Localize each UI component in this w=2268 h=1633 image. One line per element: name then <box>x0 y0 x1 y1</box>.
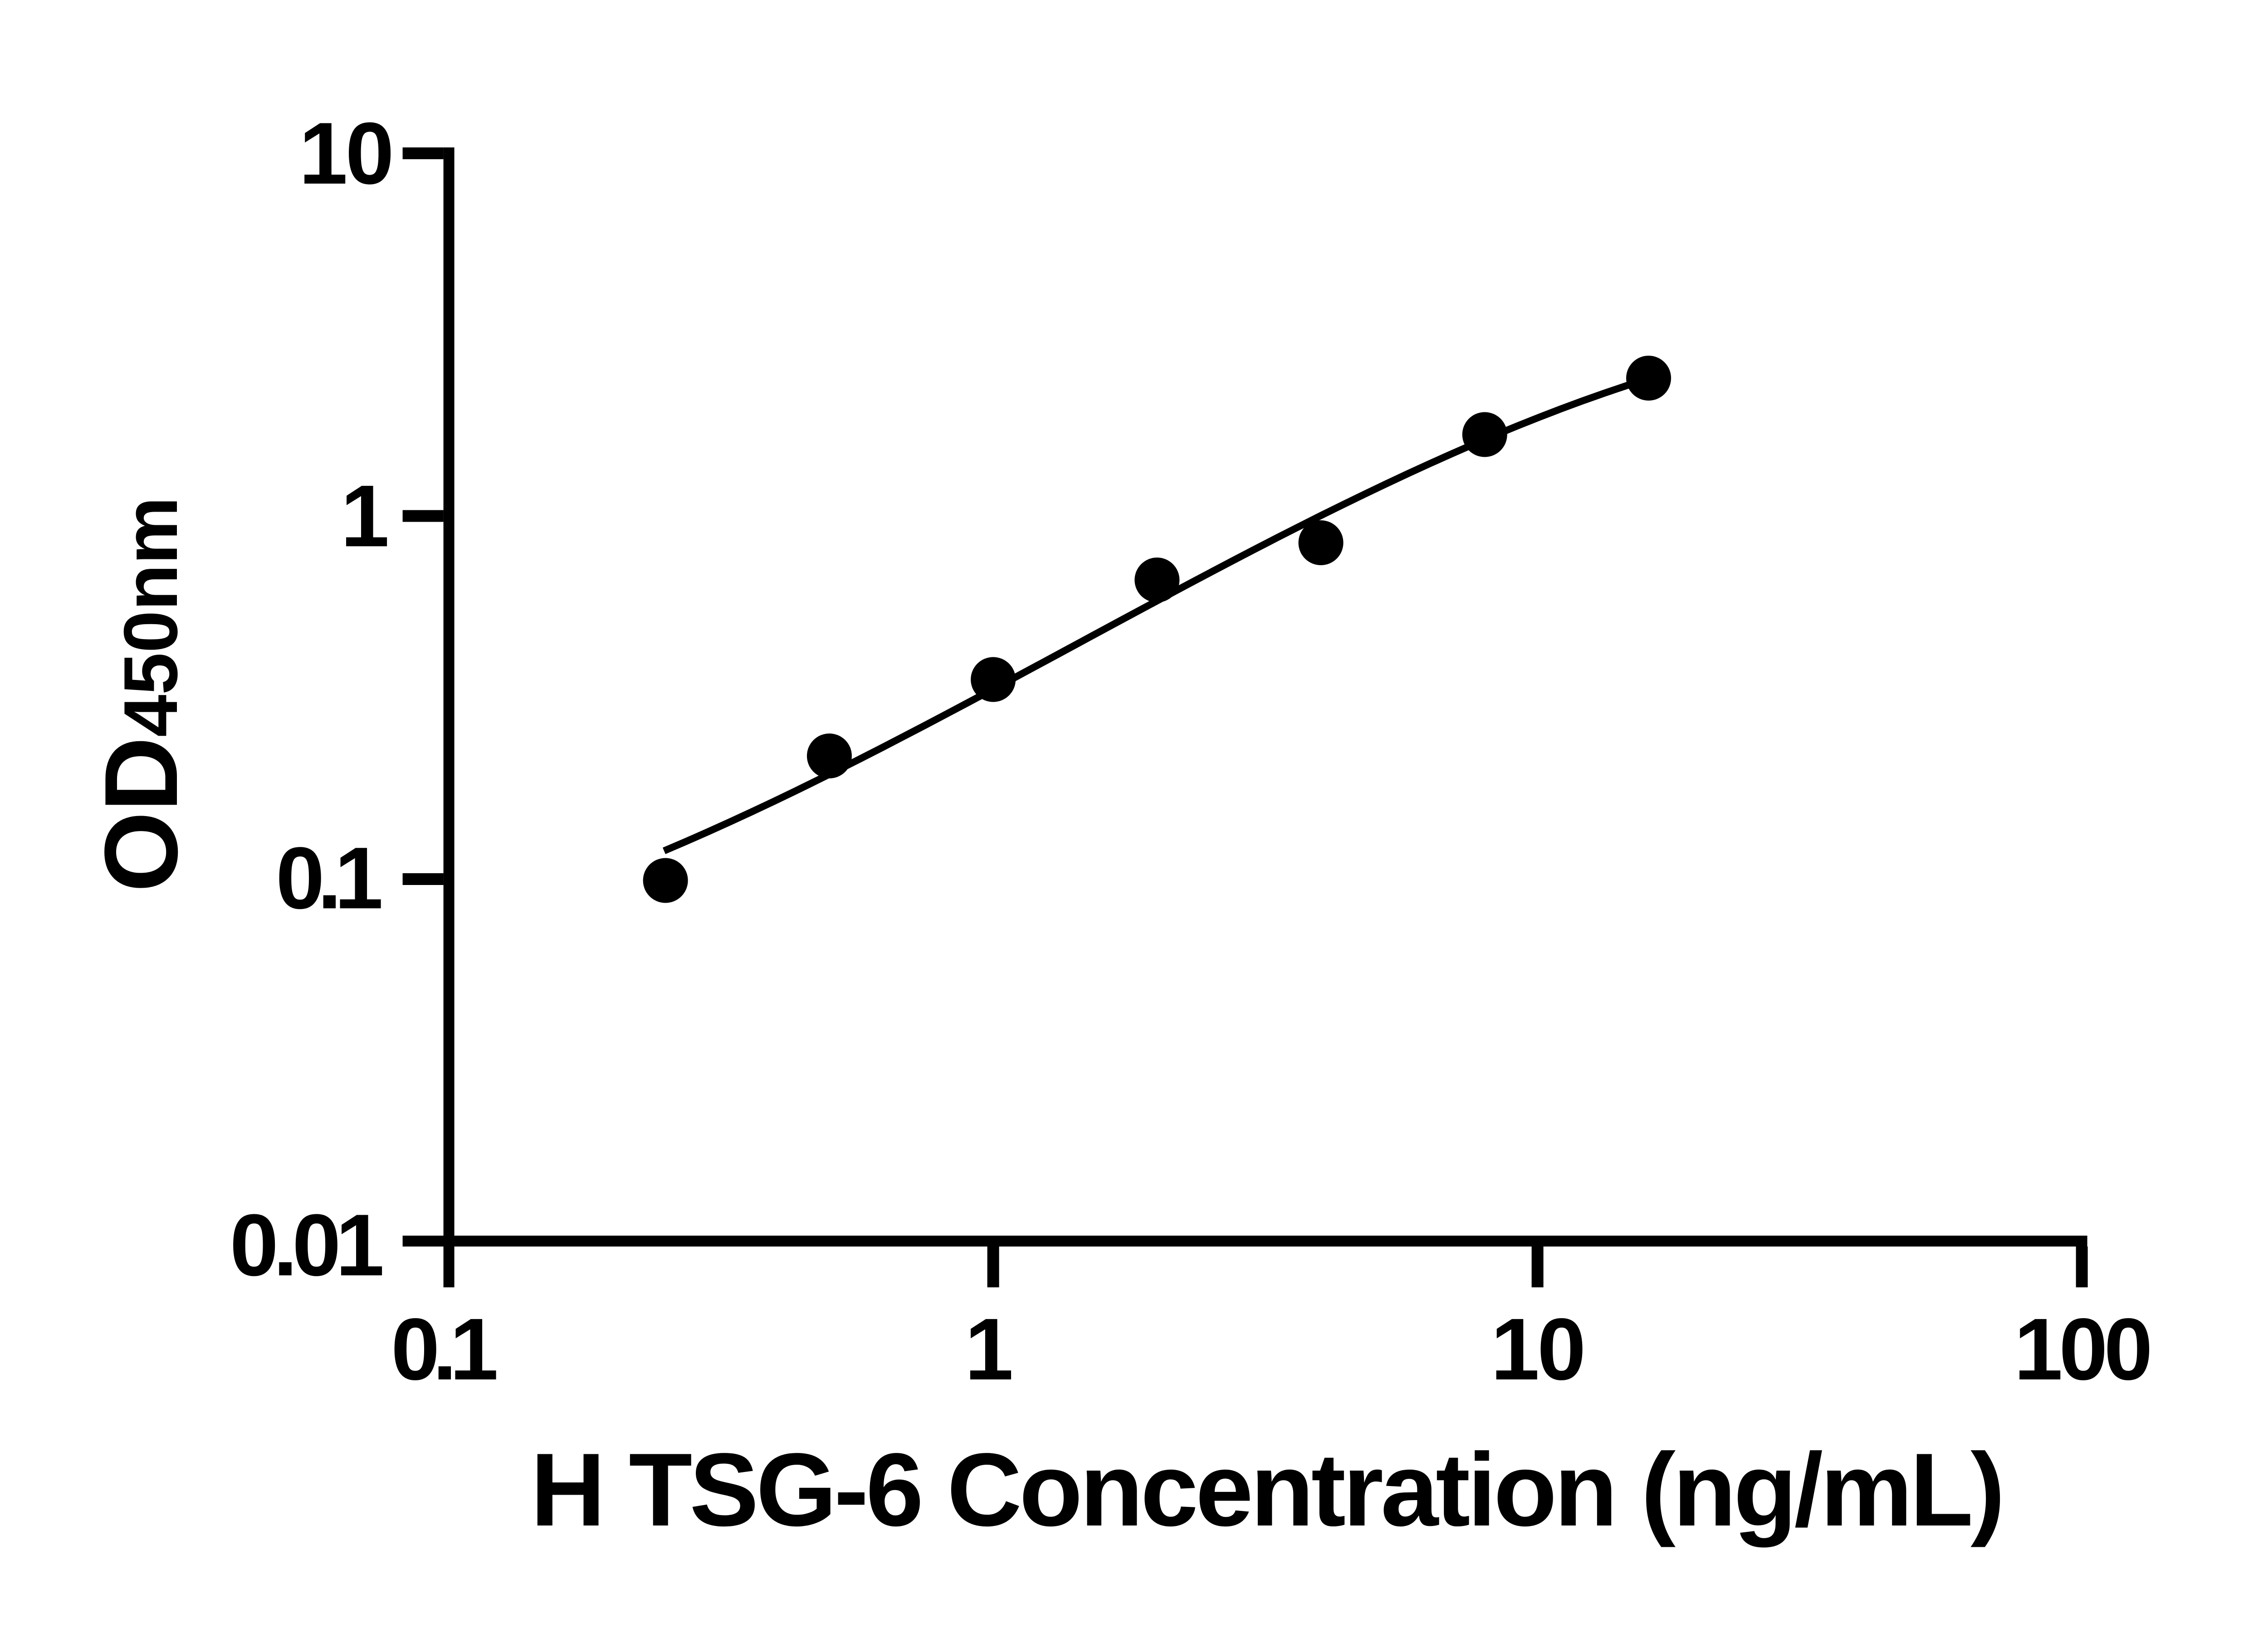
svg-text:100: 100 <box>2014 1301 2153 1398</box>
svg-text:1: 1 <box>341 467 390 565</box>
svg-text:10: 10 <box>1491 1301 1586 1398</box>
svg-text:0.1: 0.1 <box>391 1301 499 1398</box>
svg-text:OD450nm: OD450nm <box>83 497 199 892</box>
svg-text:0.01: 0.01 <box>230 1197 385 1295</box>
svg-text:H TSG-6 Concentration (ng/mL): H TSG-6 Concentration (ng/mL) <box>531 1432 2005 1548</box>
svg-text:10: 10 <box>299 105 394 203</box>
svg-text:1: 1 <box>965 1301 1014 1398</box>
svg-text:0.1: 0.1 <box>276 829 383 927</box>
